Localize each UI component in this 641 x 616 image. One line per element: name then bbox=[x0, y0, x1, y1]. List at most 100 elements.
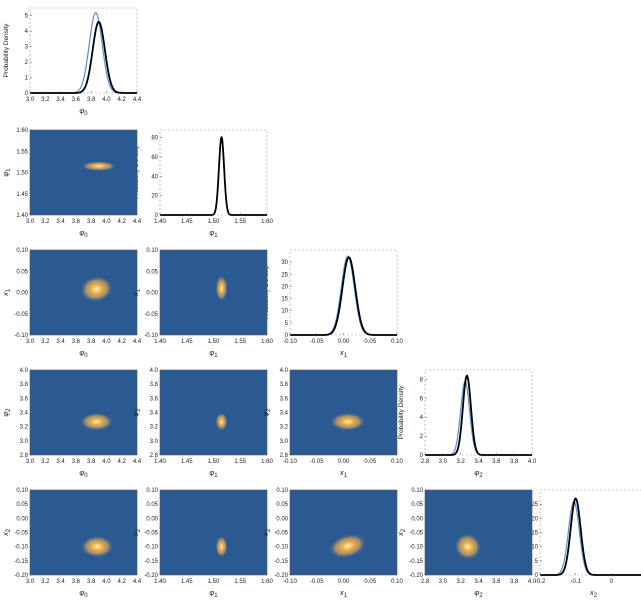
y-tick-label: 25 bbox=[531, 502, 538, 508]
panel-1d-x2: Probability Density-0.2-0.100.1051015202… bbox=[513, 489, 641, 599]
y-tick-label: 40 bbox=[151, 174, 158, 180]
y-tick-label: 0.00 bbox=[276, 516, 288, 522]
y-tick-label: 3.6 bbox=[20, 396, 29, 402]
x-tick-label: 3.2 bbox=[41, 339, 50, 345]
y-tick-label: 0 bbox=[285, 333, 289, 339]
y-tick-label: 3 bbox=[25, 45, 29, 51]
density-background bbox=[30, 490, 137, 575]
y-tick-label: 10 bbox=[531, 545, 538, 551]
y-tick-label: 4.0 bbox=[280, 368, 289, 374]
panel-x2-vs-x1: -0.10 -0.05 0.00 0.05 0.10 -0.20 -0.15 -0.10 -0.… bbox=[261, 488, 403, 599]
x-tick-label: 4.0 bbox=[102, 219, 111, 225]
y-tick-label: 3.0 bbox=[280, 439, 289, 445]
x-tick-label: 4.0 bbox=[102, 339, 111, 345]
y-tick-label: 2 bbox=[25, 60, 29, 66]
x-tick-label: 0.05 bbox=[364, 579, 376, 585]
x-axis-label: φ2 bbox=[474, 468, 483, 479]
y-tick-label: 8 bbox=[420, 377, 424, 383]
panel-x1-vs-phi1: 1.40 1.45 1.50 1.55 1.60 -0.10 -0.05 0.00 0.05 0.… bbox=[131, 248, 273, 359]
x-tick-label: 0.00 bbox=[338, 579, 350, 585]
y-tick-label: 3.0 bbox=[20, 439, 29, 445]
y-tick-label: -0.15 bbox=[274, 559, 288, 565]
x-tick-label: 4.2 bbox=[118, 579, 127, 585]
x-tick-label: 1.50 bbox=[208, 579, 220, 585]
y-axis-label: Probability Density bbox=[398, 385, 405, 440]
y-tick-label: 1.55 bbox=[16, 149, 28, 155]
x-tick-label: 3.2 bbox=[456, 579, 465, 585]
density-peak bbox=[215, 412, 228, 431]
y-tick-label: -0.05 bbox=[14, 312, 28, 318]
panel-x2-vs-phi2: 2.8 3.0 3.2 3.4 3.6 3.8 4.0 -0.20 -0.15 -0.10 -0.0… bbox=[396, 488, 537, 599]
x-tick-label: 0.05 bbox=[364, 339, 376, 345]
y-tick-label: -0.10 bbox=[14, 545, 28, 551]
x-tick-label: 3.8 bbox=[87, 579, 96, 585]
y-tick-label: 30 bbox=[281, 260, 288, 266]
x-tick-label: 3.8 bbox=[510, 579, 519, 585]
x-tick-label: 3.0 bbox=[26, 219, 35, 225]
panel-x1-vs-phi0: 3.0 3.2 3.4 3.6 3.8 4.0 4.2 4.4 -0.10 -0.05 0.00 0.… bbox=[1, 248, 142, 359]
y-tick-label: 3.6 bbox=[280, 396, 289, 402]
y-tick-label: 0.05 bbox=[411, 502, 423, 508]
y-tick-label: 15 bbox=[281, 297, 288, 303]
panel-phi2-vs-phi0: 3.0 3.2 3.4 3.6 3.8 4.0 4.2 4.42.83.03.23.43.63… bbox=[1, 368, 142, 479]
y-tick-label: -0.05 bbox=[144, 531, 158, 537]
y-axis-label: φ2 bbox=[131, 408, 142, 417]
density-curve bbox=[290, 256, 397, 336]
x-tick-label: -0.10 bbox=[283, 459, 297, 465]
y-tick-label: 80 bbox=[151, 136, 158, 142]
panel-phi2-vs-x1: -0.10 -0.05 0.00 0.05 0.10 2.8 3.0 3.2 3.4 3.6 3.8… bbox=[261, 368, 403, 479]
x-tick-label: 3.4 bbox=[474, 459, 483, 465]
x-tick-label: 3.0 bbox=[26, 97, 35, 103]
y-tick-label: 0.05 bbox=[276, 502, 288, 508]
x-axis-label: φ2 bbox=[474, 588, 483, 599]
x-tick-label: 3.6 bbox=[72, 97, 81, 103]
x-tick-label: 4.0 bbox=[102, 459, 111, 465]
x-tick-label: 0.05 bbox=[364, 459, 376, 465]
x-tick-label: 3.2 bbox=[456, 459, 465, 465]
x-tick-label: 1.50 bbox=[208, 459, 220, 465]
panel-phi1-vs-phi0: 3.0 3.2 3.4 3.6 3.8 4.0 4.2 4.4 1.40 1.45 1.50 1.55… bbox=[1, 128, 142, 239]
y-tick-label: -0.05 bbox=[409, 531, 423, 537]
x-tick-label: 4.4 bbox=[133, 219, 142, 225]
y-tick-label: 4 bbox=[25, 29, 29, 35]
x-tick-label: 4.0 bbox=[528, 579, 537, 585]
y-axis-label: x2 bbox=[131, 528, 142, 537]
x-tick-label: 4.4 bbox=[133, 579, 142, 585]
y-tick-label: 2.8 bbox=[280, 453, 289, 459]
density-peak bbox=[80, 161, 117, 172]
density-peak bbox=[328, 533, 367, 559]
x-tick-label: 4.0 bbox=[102, 579, 111, 585]
y-axis-label: φ2 bbox=[261, 408, 272, 417]
x-tick-label: -0.05 bbox=[310, 339, 324, 345]
y-tick-label: 0.10 bbox=[276, 488, 288, 494]
y-axis-label: φ2 bbox=[1, 408, 12, 417]
density-background bbox=[160, 250, 267, 335]
x-tick-label: 4.2 bbox=[118, 97, 127, 103]
y-tick-label: 5 bbox=[285, 321, 289, 327]
x-tick-label: 4.4 bbox=[133, 97, 142, 103]
y-tick-label: 0.00 bbox=[146, 516, 158, 522]
x-tick-label: -0.1 bbox=[570, 579, 581, 585]
y-tick-label: 0.00 bbox=[16, 291, 28, 297]
x-axis-label: x2 bbox=[589, 588, 598, 599]
y-axis-label: x2 bbox=[396, 528, 407, 537]
x-tick-label: 3.8 bbox=[87, 219, 96, 225]
density-peak bbox=[79, 275, 114, 303]
density-background bbox=[30, 130, 137, 215]
plot-frame bbox=[159, 129, 268, 216]
y-tick-label: 0.10 bbox=[16, 248, 28, 254]
y-tick-label: 1.60 bbox=[16, 128, 28, 134]
y-tick-label: 3.4 bbox=[150, 411, 159, 417]
density-curve bbox=[540, 497, 641, 576]
y-tick-label: -0.05 bbox=[274, 531, 288, 537]
density-background bbox=[290, 490, 397, 575]
x-tick-label: 3.8 bbox=[87, 97, 96, 103]
y-tick-label: 0.05 bbox=[146, 269, 158, 275]
x-tick-label: 3.6 bbox=[492, 579, 501, 585]
y-tick-label: 3.8 bbox=[280, 382, 289, 388]
y-tick-label: 15 bbox=[531, 531, 538, 537]
x-tick-label: 1.60 bbox=[261, 459, 273, 465]
x-tick-label: 3.6 bbox=[492, 459, 501, 465]
density-peak bbox=[80, 535, 115, 558]
x-axis-label: x1 bbox=[339, 588, 348, 599]
